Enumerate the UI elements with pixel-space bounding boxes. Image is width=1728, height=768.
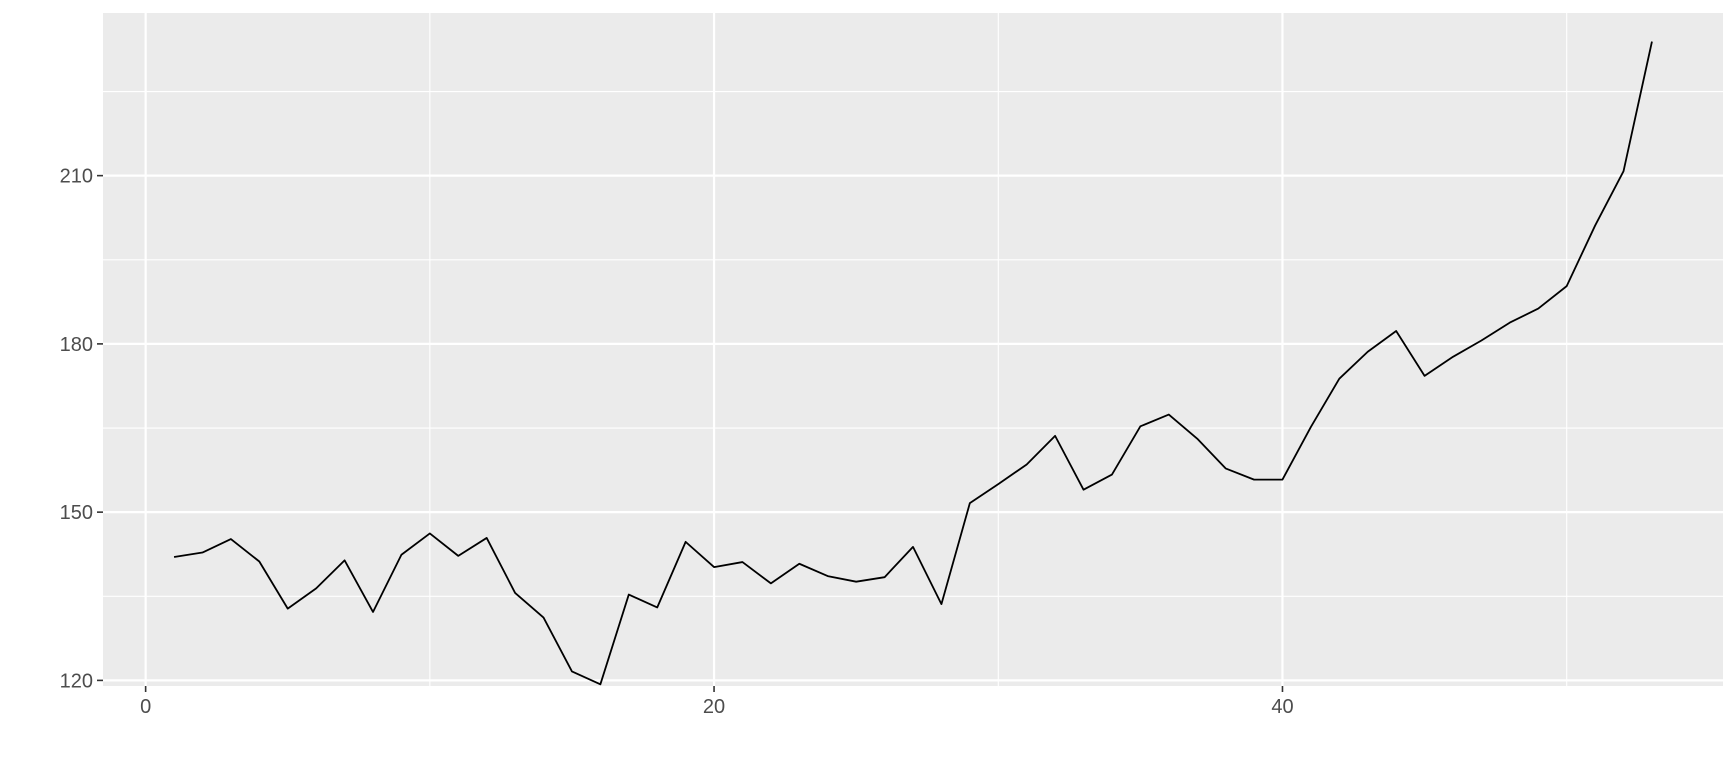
y-tick-label: 150 [60,502,93,524]
y-tick-label: 120 [60,670,93,692]
y-tick-label: 180 [60,334,93,356]
series-line-1 [173,41,1653,686]
plot-panel [103,13,1723,686]
major-gridlines [103,13,1723,686]
x-tick-label: 20 [703,696,725,718]
x-axis: 0 20 40 [140,686,1294,718]
y-tick-label: 210 [60,166,93,188]
minor-gridlines [103,13,1723,686]
x-tick-label: 0 [140,696,151,718]
x-tick-label: 40 [1271,696,1293,718]
y-axis: 120 150 180 210 [60,166,103,692]
series-lines [173,41,1653,686]
